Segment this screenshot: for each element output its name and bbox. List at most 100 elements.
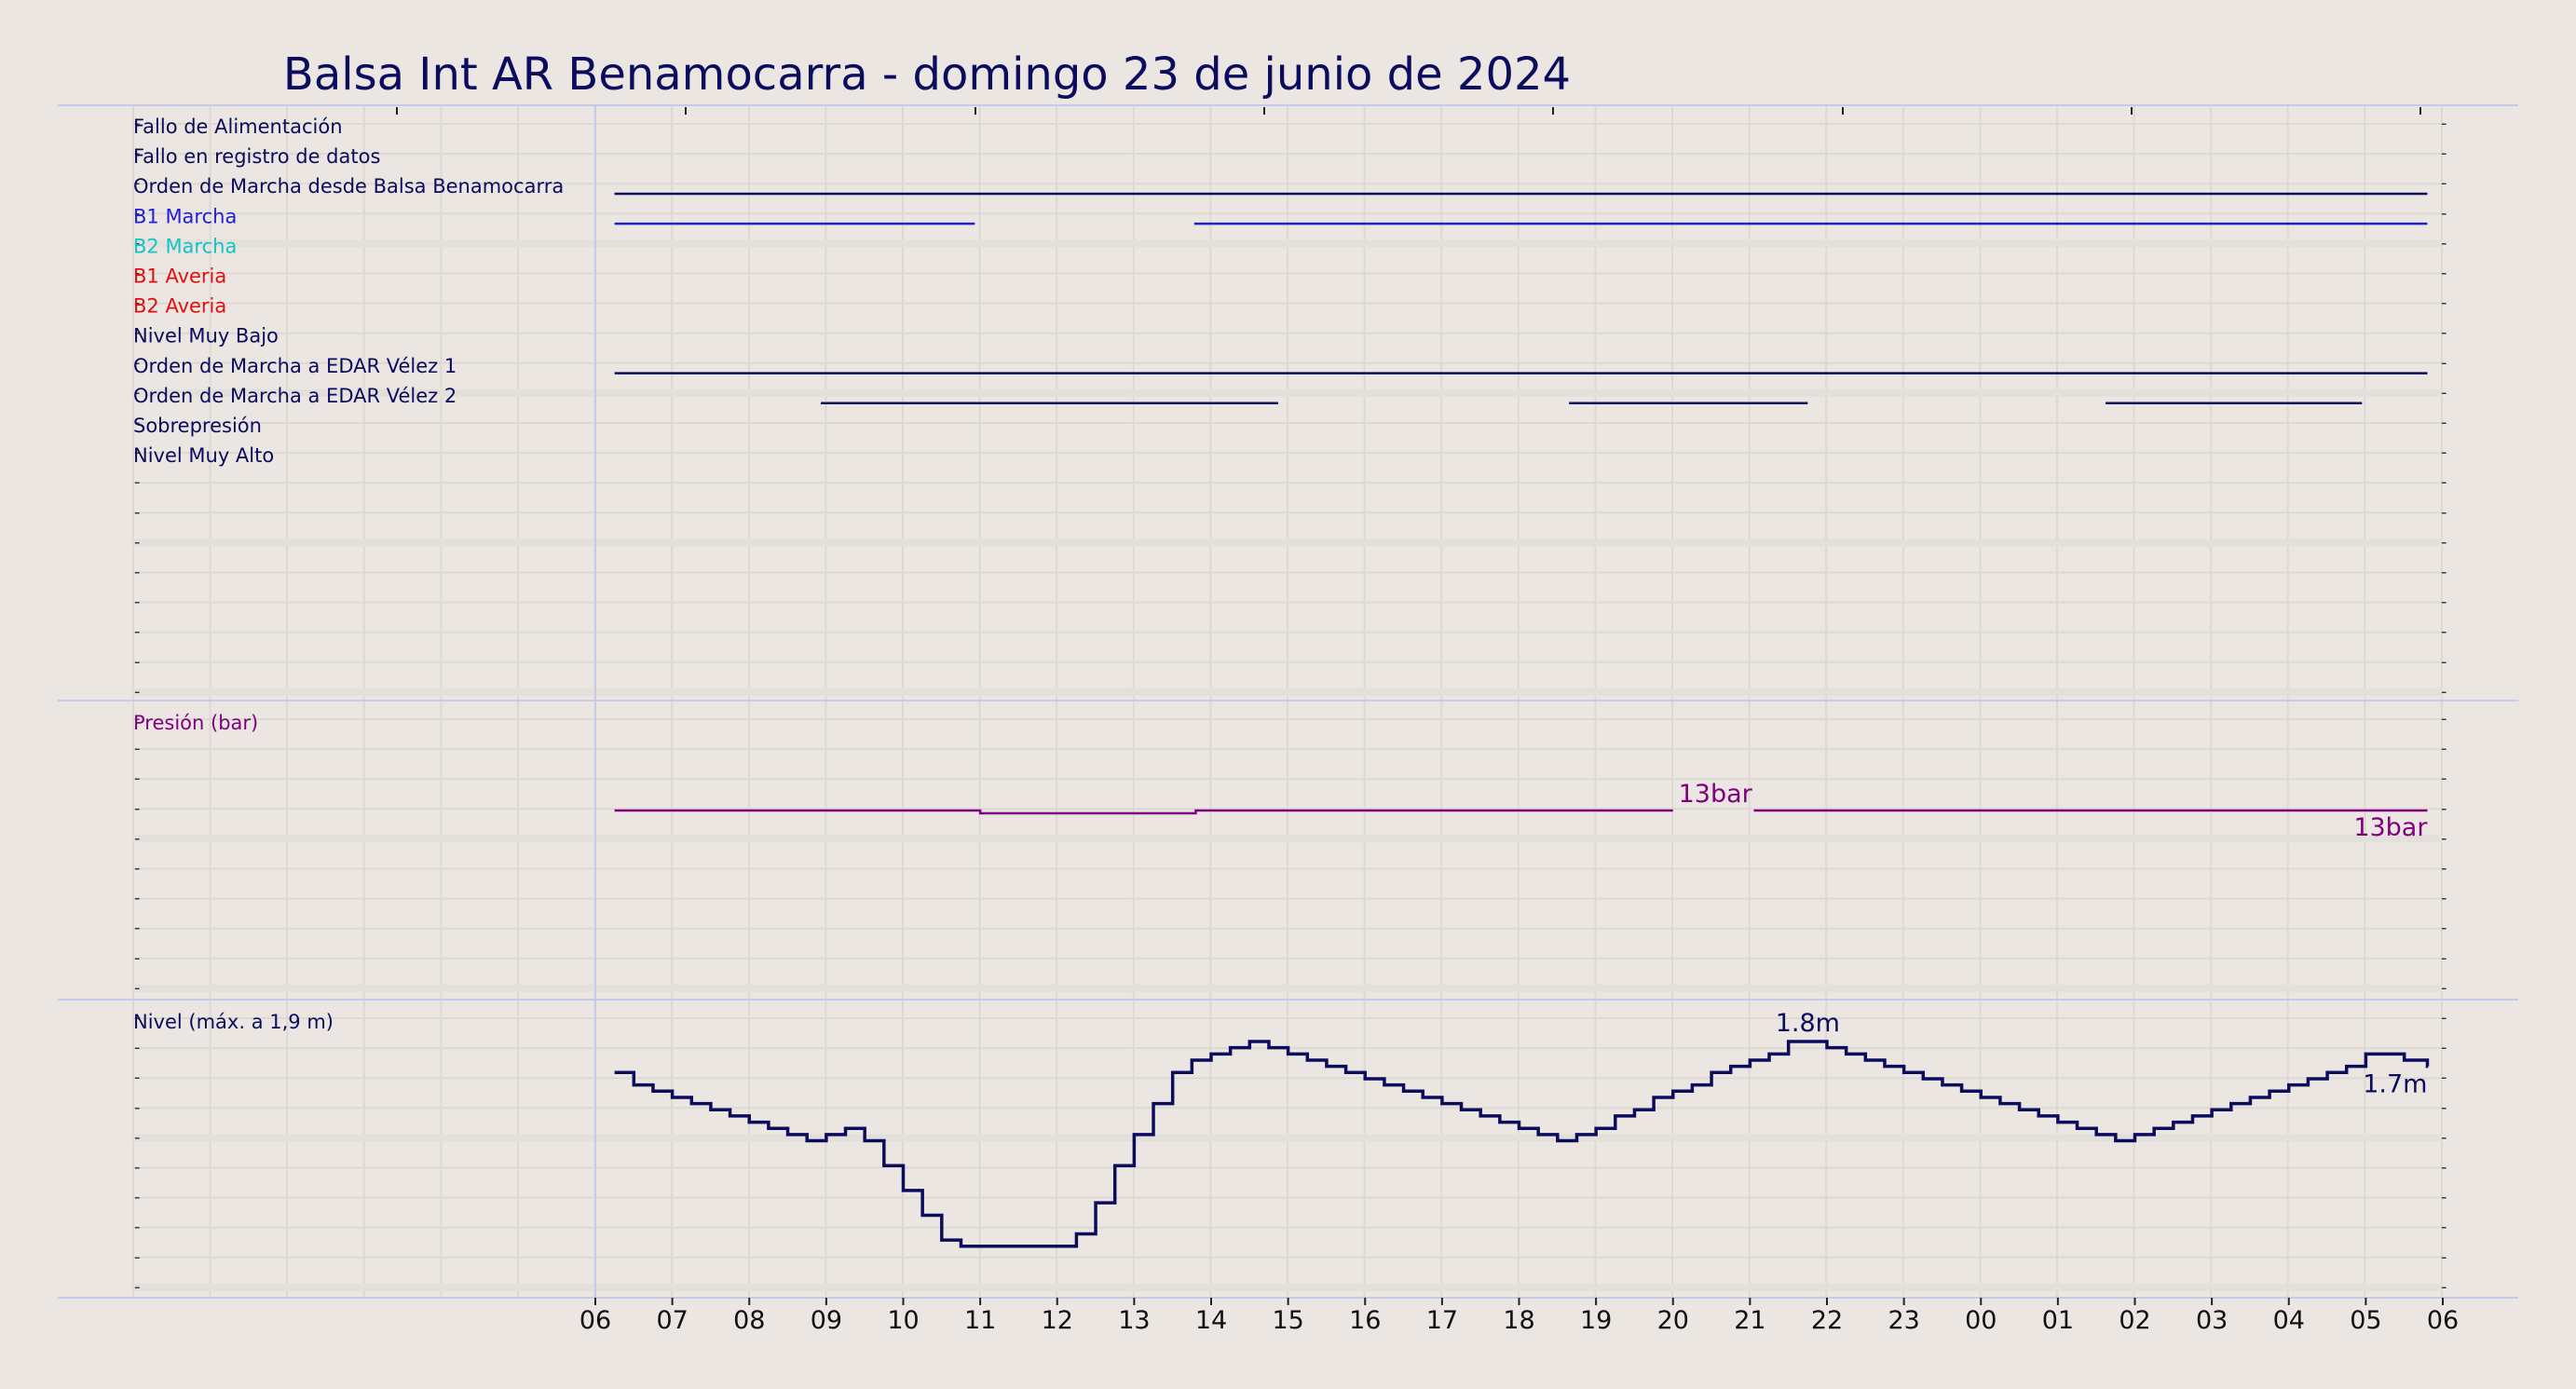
x-tick-label: 05 [2350,1306,2381,1335]
tick-mark: - [2441,1038,2447,1057]
tick-mark: - [134,293,141,313]
tick-mark: - [2441,203,2447,223]
tick-mark: - [2441,622,2447,642]
tick-mark: - [134,739,141,758]
tick-mark: - [134,1158,141,1178]
tick-mark: - [134,1097,141,1117]
x-tick-label: 23 [1888,1306,1919,1335]
tick-mark: - [134,353,141,373]
tick-mark: - [134,532,141,552]
tick-mark: - [2441,1068,2447,1087]
tick-mark: - [134,1188,141,1207]
x-tick-label: 02 [2119,1306,2150,1335]
level-annotation: 1.7m [2363,1070,2427,1099]
x-tick-label: 06 [2427,1306,2459,1335]
level-annotation: 1.8m [1776,1009,1840,1038]
signal-label: B1 Averia [133,266,226,288]
x-tick-label: 18 [1503,1306,1534,1335]
x-tick-label: 17 [1426,1306,1458,1335]
signal-label: B2 Marcha [133,235,237,257]
x-tick-label: 07 [656,1306,688,1335]
tick-mark: - [2441,769,2447,788]
tick-mark: - [134,173,141,193]
tick-mark: - [2441,652,2447,672]
tick-mark: - [134,472,141,492]
tick-mark: - [2441,323,2447,343]
tick-mark: - [2441,502,2447,522]
tick-mark: - [2441,1127,2447,1147]
x-tick-label: 00 [1965,1306,1997,1335]
tick-mark: - [134,413,141,432]
pressure-annotation: 13bar [1679,780,1753,809]
tick-mark: - [2441,233,2447,252]
tick-mark: - [134,1277,141,1297]
x-tick-label: 16 [1349,1306,1381,1335]
tick-mark: - [2441,472,2447,492]
level-label: Nivel (máx. a 1,9 m) [133,1011,334,1033]
tick-mark: - [2441,1158,2447,1178]
signal-label: B2 Averia [133,295,226,318]
tick-mark: - [2441,948,2447,968]
tick-mark: - [2441,114,2447,133]
tick-mark: - [134,798,141,818]
signal-label: Orden de Marcha desde Balsa Benamocarra [133,175,564,197]
tick-mark: - [2441,739,2447,758]
tick-mark: - [134,1127,141,1147]
tick-mark: - [134,203,141,223]
tick-mark: - [134,682,141,701]
tick-mark: - [2441,828,2447,848]
tick-mark: - [134,1038,141,1057]
x-tick-label: 09 [811,1306,842,1335]
x-tick-label: 11 [964,1306,996,1335]
tick-mark: - [134,978,141,998]
pressure-label: Presión (bar) [133,712,258,734]
tick-mark: - [134,1218,141,1237]
tick-mark: - [2441,1277,2447,1297]
tick-mark: - [2441,1008,2447,1028]
tick-mark: - [2441,173,2447,193]
tick-mark: - [2441,1247,2447,1267]
signal-label: Nivel Muy Bajo [133,325,279,347]
x-tick-label: 08 [733,1306,765,1335]
tick-mark: - [134,1247,141,1267]
tick-mark: - [134,948,141,968]
x-tick-label: 15 [1272,1306,1303,1335]
x-tick-label: 12 [1042,1306,1073,1335]
tick-mark: - [134,1008,141,1028]
tick-mark: - [134,859,141,878]
x-tick-label: 03 [2196,1306,2228,1335]
x-tick-label: 10 [887,1306,919,1335]
tick-mark: - [2441,889,2447,908]
x-tick-label: 22 [1811,1306,1843,1335]
tick-mark: - [2441,978,2447,998]
tick-mark: - [134,709,141,729]
tick-mark: - [2441,532,2447,552]
tick-mark: - [2441,293,2447,313]
tick-mark: - [2441,264,2447,283]
tick-mark: - [2441,859,2447,878]
tick-mark: - [2441,563,2447,582]
signal-label: B1 Marcha [133,205,237,227]
pressure-panel: Presión (bar) 13bar 13bar [133,712,2428,842]
chart-title: Balsa Int AR Benamocarra - domingo 23 de… [283,48,1571,101]
tick-mark: - [134,563,141,582]
tick-mark: - [134,1068,141,1087]
x-tick-label: 06 [579,1306,611,1335]
tick-mark: - [2441,413,2447,432]
signal-label: Sobrepresión [133,415,262,437]
level-panel: Nivel (máx. a 1,9 m) 1.8m 1.7m [133,1009,2430,1248]
tick-mark: - [134,323,141,343]
tick-mark: - [2441,353,2447,373]
pressure-annotation: 13bar [2353,813,2428,842]
signal-label: Fallo en registro de datos [133,145,380,168]
tick-mark: - [134,919,141,938]
tick-mark: - [2441,682,2447,701]
signal-label: Orden de Marcha a EDAR Vélez 2 [133,385,457,407]
tick-mark: - [134,828,141,848]
x-tick-label: 19 [1580,1306,1612,1335]
tick-mark: - [2441,1218,2447,1237]
x-tick-label: 21 [1734,1306,1765,1335]
level-series [614,1040,2430,1248]
tick-mark: - [2441,1188,2447,1207]
